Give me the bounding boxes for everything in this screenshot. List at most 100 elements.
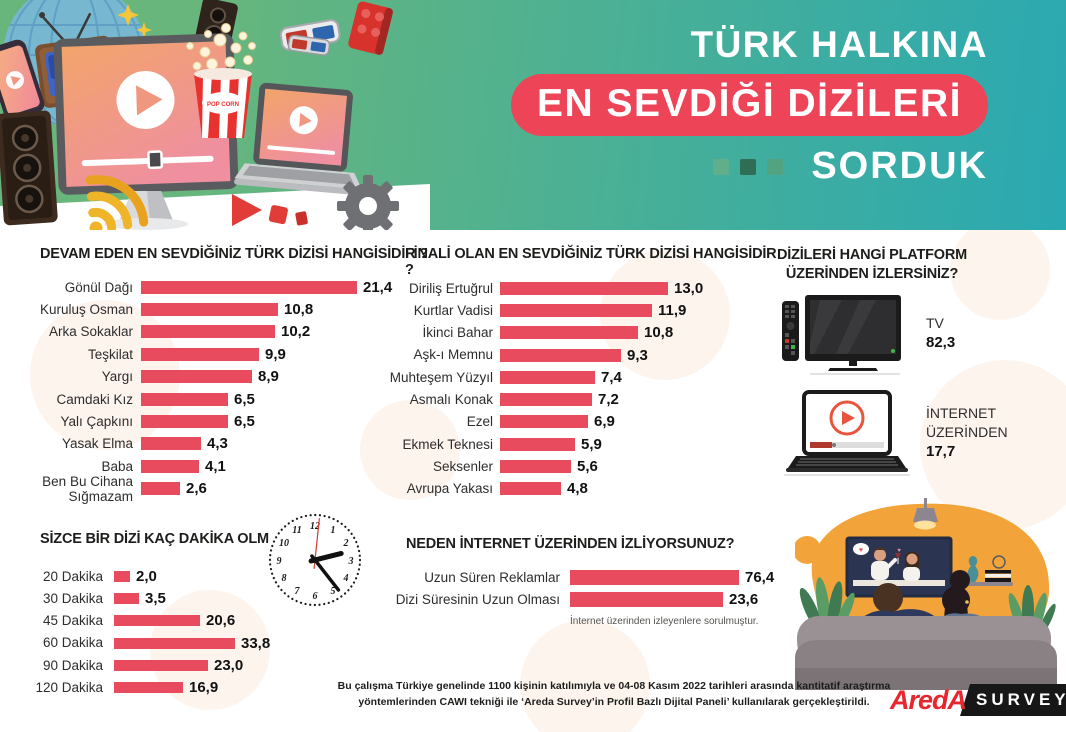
chart-row: Gönül Dağı 21,4 <box>28 276 393 298</box>
chart-row: Asmalı Konak 7,2 <box>381 388 703 410</box>
watermark-blob <box>920 360 1066 530</box>
chart-row: Yargı 8,9 <box>28 366 392 388</box>
platform-item-internet: İNTERNET ÜZERİNDEN 17,7 <box>784 390 1036 476</box>
value-label: 4,8 <box>567 480 588 498</box>
category-label: 120 Dakika <box>35 680 103 696</box>
popcorn-label: POP CORN <box>207 102 239 108</box>
bar <box>500 348 621 362</box>
category-label: Yalı Çapkını <box>60 413 133 429</box>
smartphone-icon <box>0 39 45 121</box>
bar <box>141 325 275 339</box>
category-label: Yargı <box>101 369 133 385</box>
chart-row: Dizi Süresinin Uzun Olması 23,6 <box>388 589 774 612</box>
category-label: Avrupa Yakası <box>406 481 493 497</box>
chart-row: Seksenler 5,6 <box>381 455 703 477</box>
category-label: Diriliş Ertuğrul <box>408 280 493 296</box>
chart-row: Ezel 6,9 <box>381 411 703 433</box>
value-label: 6,5 <box>234 413 255 431</box>
header-title-line3: SORDUK <box>811 145 988 187</box>
watermark-blob <box>520 620 650 732</box>
monitor-stand-shade <box>147 191 174 223</box>
category-label: 45 Dakika <box>42 613 103 629</box>
monitor-play-icon <box>53 33 239 195</box>
value-label: 6,5 <box>234 390 255 408</box>
value-label: 23,6 <box>729 591 759 609</box>
bar <box>500 437 575 451</box>
category-label: Gönül Dağı <box>64 279 133 295</box>
chart-rows: 20 Dakika 2,0 30 Dakika 3,5 45 Dakika 20,6 60 … <box>28 565 270 699</box>
media-collage-illustration: POP CORN <box>0 0 430 230</box>
play-triangle-icon <box>232 194 308 226</box>
category-label: Yasak Elma <box>61 436 133 452</box>
chart-episode-duration: SİZCE BİR DİZİ KAÇ DAKİKA OLMALI? 20 Dak… <box>28 531 358 696</box>
platform-item-name: TV <box>926 315 944 332</box>
value-label: 2,0 <box>136 567 157 585</box>
svg-text:4: 4 <box>343 573 349 584</box>
bar <box>500 460 571 474</box>
watermark-blob <box>950 220 1050 320</box>
svg-text:9: 9 <box>277 556 282 567</box>
bar <box>141 280 357 294</box>
chart-title: FİNALİ OLAN EN SEVDİĞİNİZ TÜRK DİZİSİ HA… <box>405 246 777 278</box>
category-label: Kuruluş Osman <box>39 302 133 318</box>
chart-note: İnternet üzerinden izleyenlere sorulmuşt… <box>570 616 759 627</box>
value-label: 13,0 <box>674 279 704 297</box>
category-label: Asmalı Konak <box>409 392 493 408</box>
value-label: 20,6 <box>206 612 236 630</box>
category-label: Muhteşem Yüzyıl <box>389 369 493 385</box>
value-label: 3,5 <box>145 589 166 607</box>
value-label: 33,8 <box>241 634 271 652</box>
chart-row: Aşk-ı Memnu 9,3 <box>381 344 703 366</box>
chart-ongoing-series: DEVAM EDEN EN SEVDİĞİNİZ TÜRK DİZİSİ HAN… <box>28 246 428 504</box>
bar <box>114 592 139 604</box>
value-label: 10,8 <box>644 324 674 342</box>
value-label: 4,3 <box>207 435 228 453</box>
shelf-icon <box>961 555 1013 586</box>
chart-title: NEDEN İNTERNET ÜZERİNDEN İZLİYORSUNUZ? <box>406 536 735 552</box>
category-label: Aşk-ı Memnu <box>413 347 493 363</box>
value-label: 11,9 <box>658 301 687 319</box>
bar <box>141 437 201 451</box>
header-title-line1: TÜRK HALKINA <box>690 24 988 65</box>
chart-row: İkinci Bahar 10,8 <box>381 322 703 344</box>
bar <box>114 570 130 582</box>
category-label: 60 Dakika <box>42 635 103 651</box>
category-label: Camdaki Kız <box>56 391 133 407</box>
platform-label-tv: TV 82,3 <box>926 314 1036 353</box>
bar <box>500 281 668 295</box>
bar <box>141 392 228 406</box>
decor-square <box>713 158 730 175</box>
chart-title: SİZCE BİR DİZİ KAÇ DAKİKA OLMALI? <box>40 531 301 547</box>
svg-text:11: 11 <box>292 525 301 536</box>
bar <box>141 347 259 361</box>
platform-label-internet: İNTERNET ÜZERİNDEN 17,7 <box>926 404 1036 462</box>
header-title-block: TÜRK HALKINA EN SEVDİĞİ DİZİLERİ SORDUK <box>510 24 988 188</box>
chart-title: DEVAM EDEN EN SEVDİĞİNİZ TÜRK DİZİSİ HAN… <box>40 246 428 262</box>
bar <box>500 393 592 407</box>
chart-row: 60 Dakika 33,8 <box>28 632 270 654</box>
decor-square <box>740 158 757 175</box>
chart-row: Muhteşem Yüzyıl 7,4 <box>381 366 703 388</box>
category-label: İkinci Bahar <box>422 325 493 341</box>
logo-wordmark: AredA <box>890 684 967 715</box>
svg-text:2: 2 <box>343 538 349 549</box>
platform-item-value: 17,7 <box>926 442 956 460</box>
value-label: 21,4 <box>363 278 393 296</box>
ceiling-lamp-icon <box>913 498 938 530</box>
chart-row: Uzun Süren Reklamlar 76,4 <box>388 566 774 589</box>
value-label: 7,4 <box>601 368 622 386</box>
platform-question-title: DİZİLERİ HANGİ PLATFORM ÜZERİNDEN İZLERS… <box>776 247 968 282</box>
chart-rows: Gönül Dağı 21,4 Kuruluş Osman 10,8 Arka Soka… <box>28 276 393 504</box>
chart-row: Yasak Elma 4,3 <box>28 433 392 455</box>
wifi-icon <box>85 175 149 230</box>
value-label: 8,9 <box>258 368 279 386</box>
category-label: Ben Bu Cihana Sığmazam <box>42 473 133 504</box>
bar <box>114 637 235 649</box>
decor-square <box>767 158 784 175</box>
header-banner: POP CORN <box>0 0 1066 230</box>
svg-text:5: 5 <box>331 586 336 597</box>
svg-text:♥: ♥ <box>897 548 901 554</box>
chart-internet-reason: NEDEN İNTERNET ÜZERİNDEN İZLİYORSUNUZ? U… <box>388 536 788 627</box>
